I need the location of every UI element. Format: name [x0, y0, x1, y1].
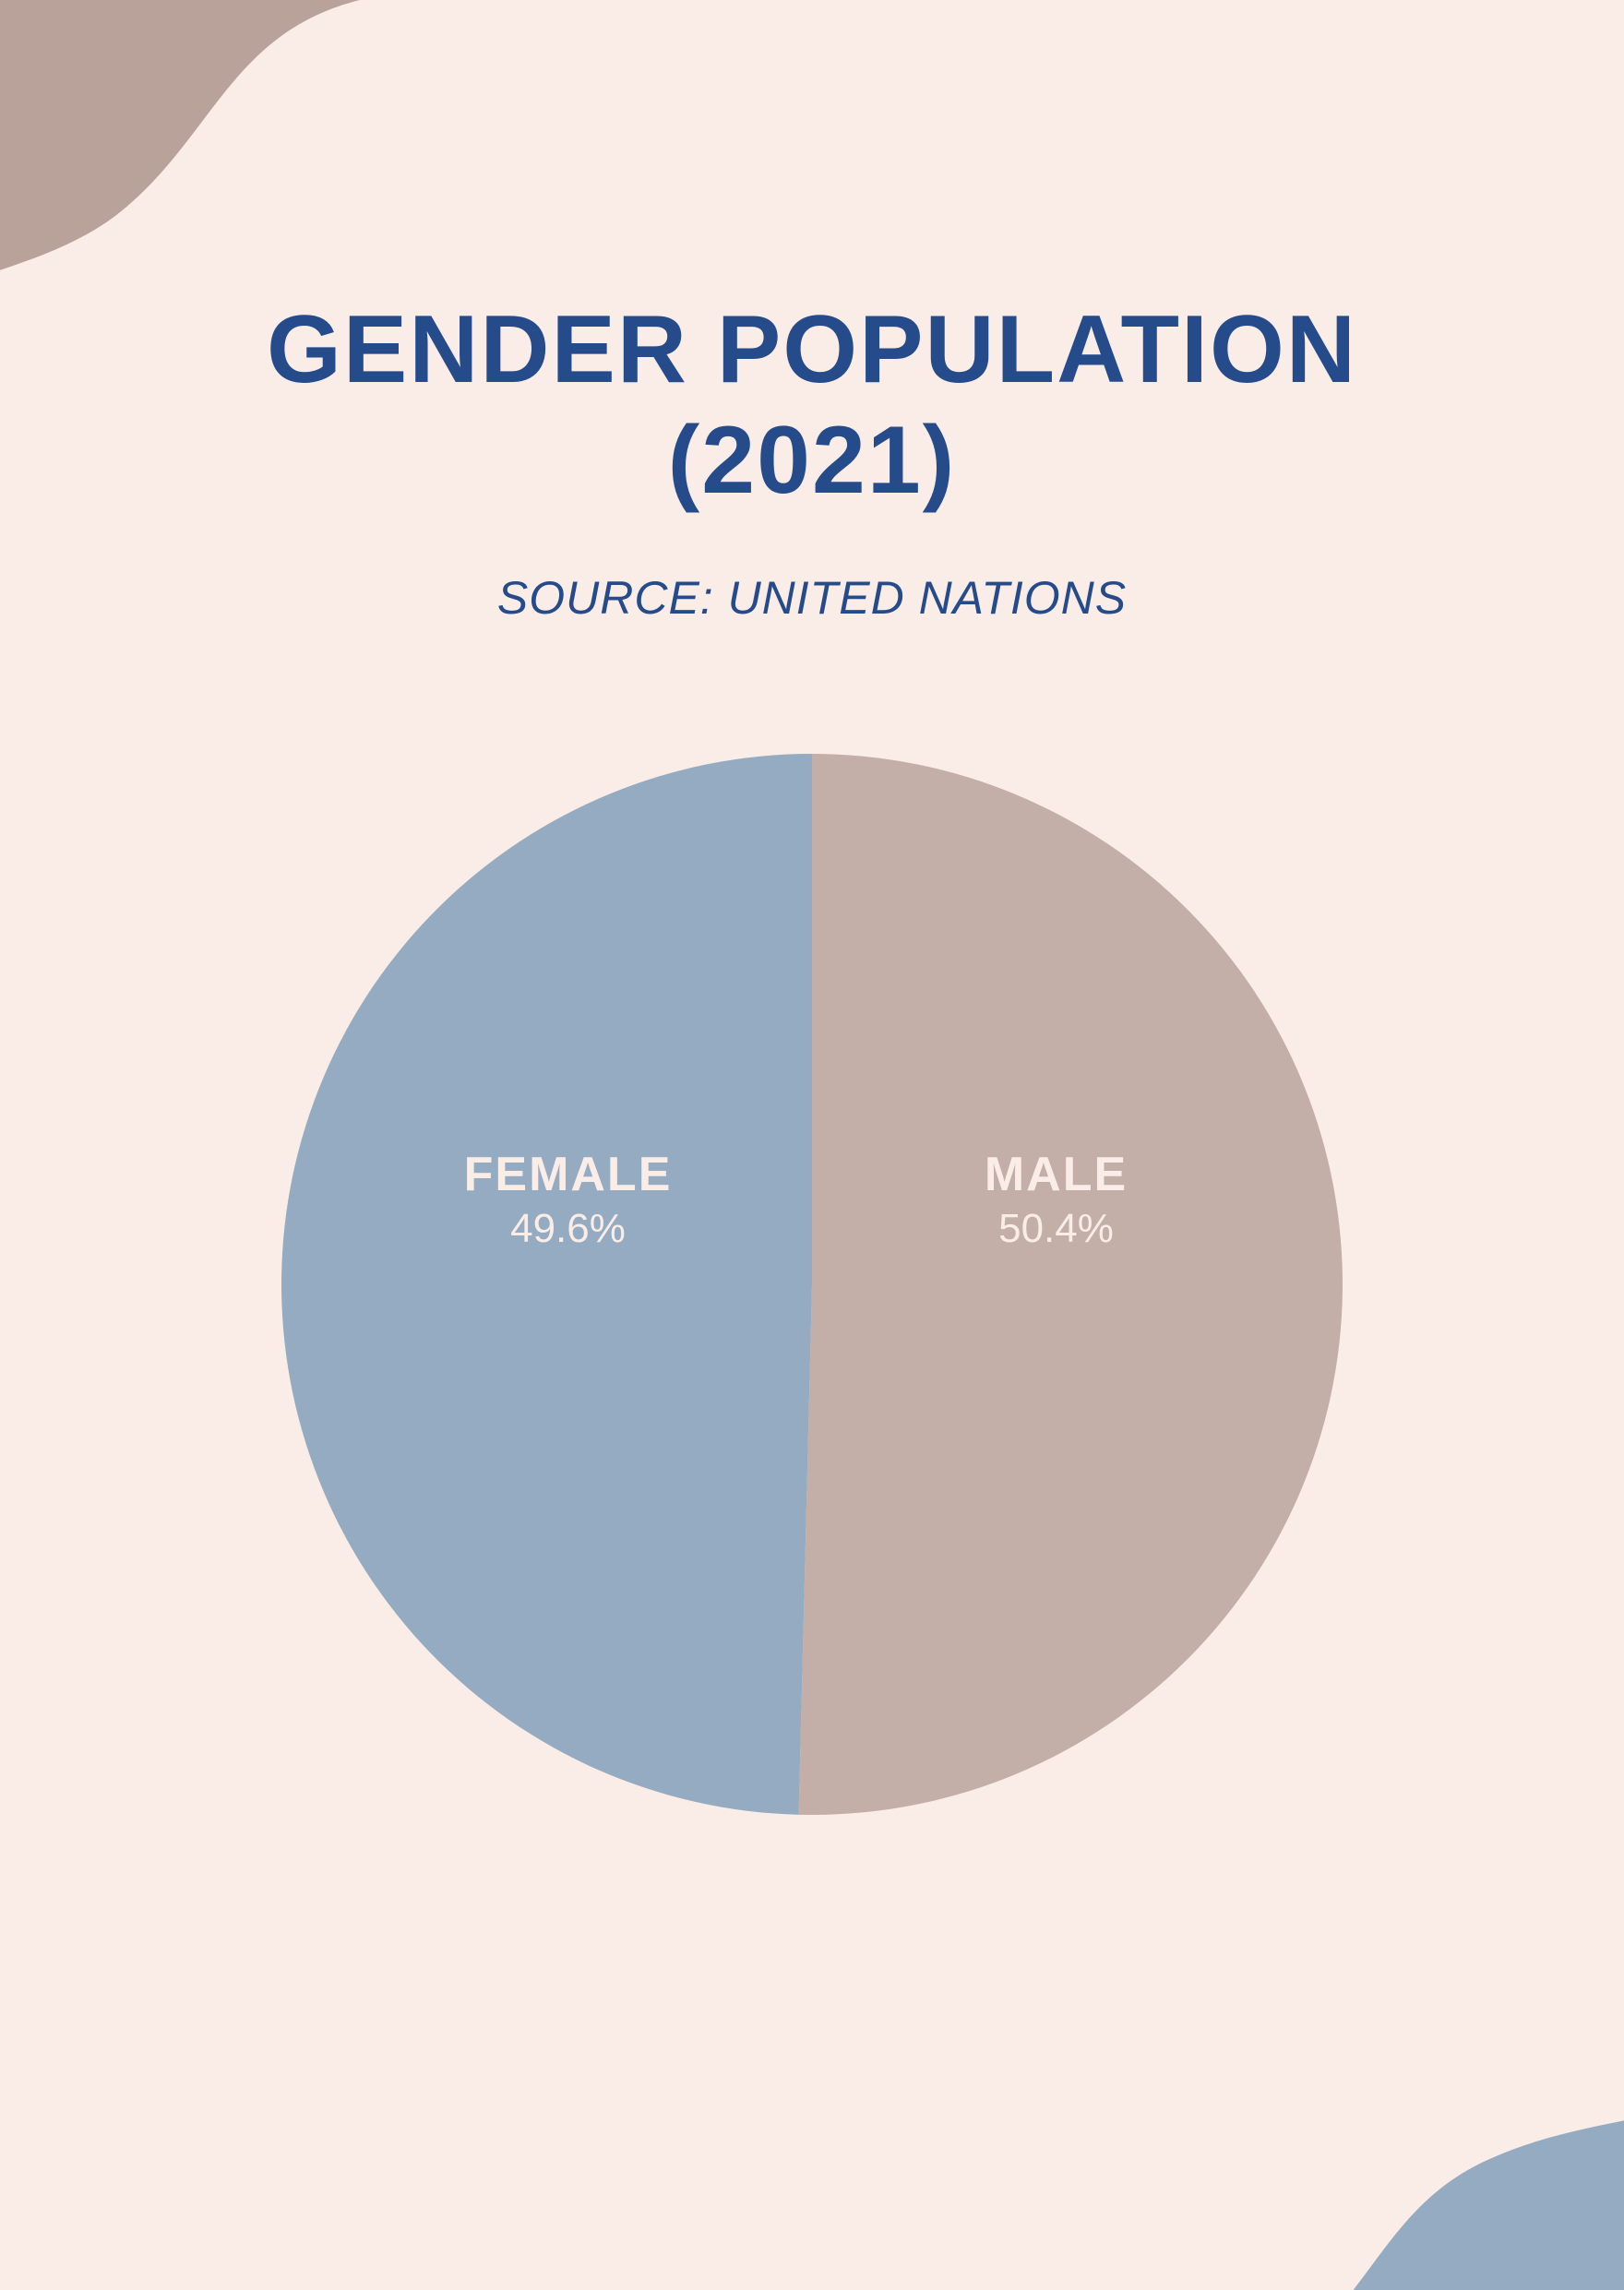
- pie-label-name: MALE: [985, 1147, 1128, 1202]
- pie-slice-male: [799, 754, 1343, 1815]
- pie-label-male: MALE50.4%: [985, 1147, 1128, 1252]
- pie-label-female: FEMALE49.6%: [464, 1147, 673, 1252]
- pie-label-percent: 50.4%: [985, 1206, 1128, 1252]
- chart-subtitle: SOURCE: UNITED NATIONS: [497, 571, 1127, 625]
- chart-title: GENDER POPULATION (2021): [267, 295, 1357, 516]
- content-area: GENDER POPULATION (2021) SOURCE: UNITED …: [0, 0, 1624, 2290]
- pie-label-name: FEMALE: [464, 1147, 673, 1202]
- pie-label-percent: 49.6%: [464, 1206, 673, 1252]
- pie-chart: MALE50.4% FEMALE49.6%: [281, 754, 1343, 1815]
- title-line-1: GENDER POPULATION: [267, 296, 1357, 403]
- title-line-2: (2021): [668, 407, 957, 514]
- pie-svg: [281, 754, 1343, 1815]
- pie-slice-female: [281, 754, 812, 1815]
- infographic-canvas: GENDER POPULATION (2021) SOURCE: UNITED …: [0, 0, 1624, 2290]
